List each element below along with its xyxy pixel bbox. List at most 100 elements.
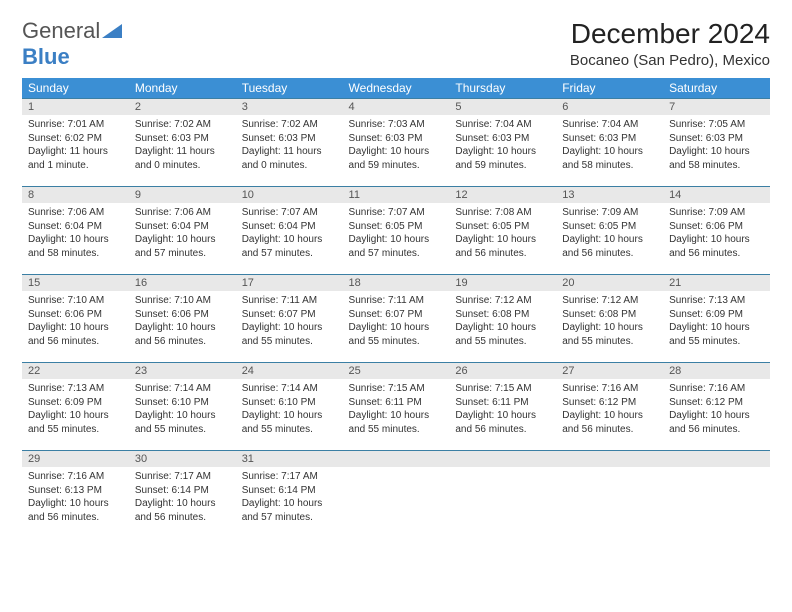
sunset-line: Sunset: 6:07 PM [242, 308, 337, 322]
calendar-cell: 4Sunrise: 7:03 AMSunset: 6:03 PMDaylight… [343, 99, 450, 187]
sunset-line: Sunset: 6:10 PM [135, 396, 230, 410]
weekday-header: Friday [556, 78, 663, 99]
calendar-cell: 15Sunrise: 7:10 AMSunset: 6:06 PMDayligh… [22, 275, 129, 363]
day-body: Sunrise: 7:14 AMSunset: 6:10 PMDaylight:… [129, 379, 236, 440]
day-body: Sunrise: 7:13 AMSunset: 6:09 PMDaylight:… [22, 379, 129, 440]
daylight-line: Daylight: 10 hours and 56 minutes. [669, 409, 764, 436]
sunrise-line: Sunrise: 7:17 AM [135, 470, 230, 484]
sunrise-line: Sunrise: 7:16 AM [28, 470, 123, 484]
calendar-body: 1Sunrise: 7:01 AMSunset: 6:02 PMDaylight… [22, 99, 770, 539]
daylight-line: Daylight: 11 hours and 0 minutes. [135, 145, 230, 172]
calendar-cell: 13Sunrise: 7:09 AMSunset: 6:05 PMDayligh… [556, 187, 663, 275]
sunset-line: Sunset: 6:03 PM [135, 132, 230, 146]
sunset-line: Sunset: 6:11 PM [349, 396, 444, 410]
day-body: Sunrise: 7:13 AMSunset: 6:09 PMDaylight:… [663, 291, 770, 352]
sunset-line: Sunset: 6:03 PM [349, 132, 444, 146]
calendar-cell: 1Sunrise: 7:01 AMSunset: 6:02 PMDaylight… [22, 99, 129, 187]
daylight-line: Daylight: 10 hours and 56 minutes. [135, 497, 230, 524]
daylight-line: Daylight: 10 hours and 59 minutes. [455, 145, 550, 172]
sunset-line: Sunset: 6:06 PM [28, 308, 123, 322]
sunset-line: Sunset: 6:07 PM [349, 308, 444, 322]
day-number: 8 [22, 187, 129, 203]
daylight-line: Daylight: 11 hours and 0 minutes. [242, 145, 337, 172]
daylight-line: Daylight: 10 hours and 57 minutes. [135, 233, 230, 260]
daylight-line: Daylight: 10 hours and 59 minutes. [349, 145, 444, 172]
sunrise-line: Sunrise: 7:11 AM [349, 294, 444, 308]
daylight-line: Daylight: 10 hours and 56 minutes. [28, 497, 123, 524]
daylight-line: Daylight: 10 hours and 55 minutes. [455, 321, 550, 348]
daylight-line: Daylight: 10 hours and 56 minutes. [28, 321, 123, 348]
day-body: Sunrise: 7:17 AMSunset: 6:14 PMDaylight:… [236, 467, 343, 528]
sunrise-line: Sunrise: 7:06 AM [28, 206, 123, 220]
sunset-line: Sunset: 6:06 PM [669, 220, 764, 234]
day-number: 21 [663, 275, 770, 291]
calendar-cell: 14 Sunrise: 7:09 AMSunset: 6:06 PMDayligh… [663, 187, 770, 275]
daylight-line: Daylight: 10 hours and 56 minutes. [669, 233, 764, 260]
daylight-line: Daylight: 10 hours and 56 minutes. [455, 409, 550, 436]
daylight-line: Daylight: 10 hours and 58 minutes. [669, 145, 764, 172]
calendar-week: 22Sunrise: 7:13 AMSunset: 6:09 PMDayligh… [22, 363, 770, 451]
day-number: 28 [663, 363, 770, 379]
sunrise-line: Sunrise: 7:16 AM [562, 382, 657, 396]
day-number-empty [663, 451, 770, 467]
day-body: Sunrise: 7:09 AMSunset: 6:05 PMDaylight:… [556, 203, 663, 264]
day-body: Sunrise: 7:10 AMSunset: 6:06 PMDaylight:… [22, 291, 129, 352]
calendar-cell [556, 451, 663, 539]
day-body: Sunrise: 7:15 AMSunset: 6:11 PMDaylight:… [343, 379, 450, 440]
day-number: 25 [343, 363, 450, 379]
day-body: Sunrise: 7:12 AMSunset: 6:08 PMDaylight:… [449, 291, 556, 352]
day-body: Sunrise: 7:10 AMSunset: 6:06 PMDaylight:… [129, 291, 236, 352]
daylight-line: Daylight: 10 hours and 56 minutes. [455, 233, 550, 260]
calendar-cell: 6Sunrise: 7:04 AMSunset: 6:03 PMDaylight… [556, 99, 663, 187]
daylight-line: Daylight: 10 hours and 56 minutes. [562, 409, 657, 436]
calendar-cell: 22Sunrise: 7:13 AMSunset: 6:09 PMDayligh… [22, 363, 129, 451]
sunset-line: Sunset: 6:05 PM [349, 220, 444, 234]
day-number: 2 [129, 99, 236, 115]
sunrise-line: Sunrise: 7:12 AM [562, 294, 657, 308]
day-body: Sunrise: 7:16 AMSunset: 6:12 PMDaylight:… [556, 379, 663, 440]
sunrise-line: Sunrise: 7:17 AM [242, 470, 337, 484]
daylight-line: Daylight: 10 hours and 58 minutes. [28, 233, 123, 260]
sunset-line: Sunset: 6:12 PM [562, 396, 657, 410]
calendar-cell: 26Sunrise: 7:15 AMSunset: 6:11 PMDayligh… [449, 363, 556, 451]
day-body: Sunrise: 7:14 AMSunset: 6:10 PMDaylight:… [236, 379, 343, 440]
day-body: Sunrise: 7:17 AMSunset: 6:14 PMDaylight:… [129, 467, 236, 528]
sunset-line: Sunset: 6:08 PM [455, 308, 550, 322]
day-number: 27 [556, 363, 663, 379]
sunset-line: Sunset: 6:03 PM [242, 132, 337, 146]
calendar-cell: 16Sunrise: 7:10 AMSunset: 6:06 PMDayligh… [129, 275, 236, 363]
calendar-cell: 25Sunrise: 7:15 AMSunset: 6:11 PMDayligh… [343, 363, 450, 451]
sunset-line: Sunset: 6:14 PM [135, 484, 230, 498]
sunrise-line: Sunrise: 7:05 AM [669, 118, 764, 132]
sunrise-line: Sunrise: 7:03 AM [349, 118, 444, 132]
calendar-cell [449, 451, 556, 539]
sunrise-line: Sunrise: 7:06 AM [135, 206, 230, 220]
day-body: Sunrise: 7:16 AMSunset: 6:13 PMDaylight:… [22, 467, 129, 528]
sunrise-line: Sunrise: 7:10 AM [28, 294, 123, 308]
sunset-line: Sunset: 6:03 PM [455, 132, 550, 146]
calendar-cell: 8Sunrise: 7:06 AMSunset: 6:04 PMDaylight… [22, 187, 129, 275]
sunrise-line: Sunrise: 7:02 AM [242, 118, 337, 132]
sunset-line: Sunset: 6:05 PM [455, 220, 550, 234]
day-body: Sunrise: 7:02 AMSunset: 6:03 PMDaylight:… [236, 115, 343, 176]
weekday-header: Tuesday [236, 78, 343, 99]
day-number: 14 [663, 187, 770, 203]
calendar-cell: 5Sunrise: 7:04 AMSunset: 6:03 PMDaylight… [449, 99, 556, 187]
daylight-line: Daylight: 10 hours and 58 minutes. [562, 145, 657, 172]
day-body: Sunrise: 7:01 AMSunset: 6:02 PMDaylight:… [22, 115, 129, 176]
calendar-cell [343, 451, 450, 539]
page-title: December 2024 [570, 18, 770, 50]
calendar-week: 15Sunrise: 7:10 AMSunset: 6:06 PMDayligh… [22, 275, 770, 363]
sunrise-line: Sunrise: 7:15 AM [455, 382, 550, 396]
weekday-header: Saturday [663, 78, 770, 99]
day-body: Sunrise: 7:11 AMSunset: 6:07 PMDaylight:… [343, 291, 450, 352]
day-body: Sunrise: 7:05 AMSunset: 6:03 PMDaylight:… [663, 115, 770, 176]
daylight-line: Daylight: 10 hours and 56 minutes. [562, 233, 657, 260]
daylight-line: Daylight: 10 hours and 55 minutes. [349, 321, 444, 348]
calendar-cell: 20Sunrise: 7:12 AMSunset: 6:08 PMDayligh… [556, 275, 663, 363]
day-number: 20 [556, 275, 663, 291]
sunrise-line: Sunrise: 7:15 AM [349, 382, 444, 396]
day-number-empty [449, 451, 556, 467]
sunrise-line: Sunrise: 7:09 AM [669, 206, 764, 220]
calendar-cell: 21Sunrise: 7:13 AMSunset: 6:09 PMDayligh… [663, 275, 770, 363]
